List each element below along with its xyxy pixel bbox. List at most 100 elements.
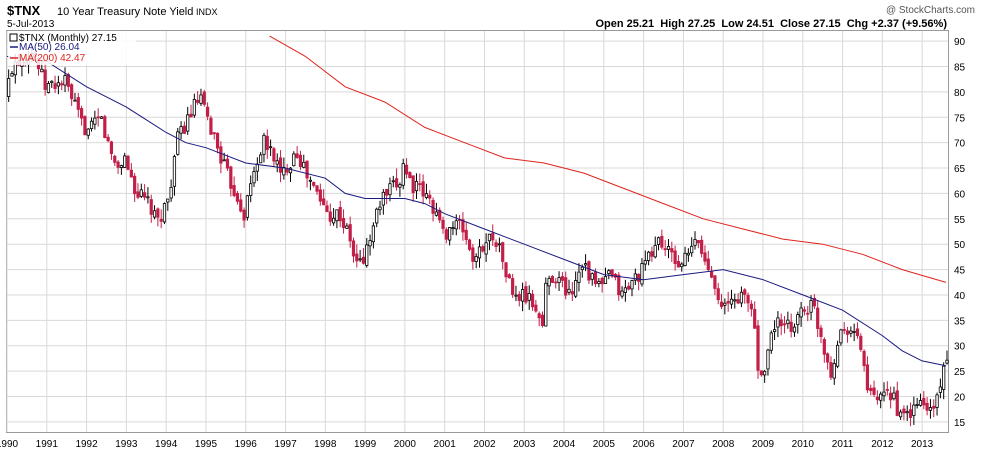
symbol: $TNX <box>7 3 41 18</box>
candle-down <box>779 319 783 327</box>
candle-down <box>736 299 740 304</box>
candle-up <box>192 99 196 116</box>
candle-down <box>845 330 850 335</box>
candle-up <box>245 195 249 218</box>
candle-down <box>202 91 206 105</box>
candle-down <box>136 191 140 198</box>
candle-up <box>892 392 896 400</box>
x-axis: 1990 1991 1992 1993 1994 1995 1996 1997 1998 1999… <box>0 439 934 450</box>
candle-up <box>398 184 402 188</box>
candle-down <box>219 146 223 164</box>
candle-up <box>918 400 923 406</box>
candle-up <box>835 344 840 367</box>
candle-down <box>709 271 714 278</box>
candle-down <box>126 155 130 170</box>
candle-up <box>73 99 77 102</box>
chart-date: 5-Jul-2013 <box>7 19 55 30</box>
candle-down <box>133 175 137 195</box>
candle-up <box>477 246 482 259</box>
candle-up <box>89 120 94 130</box>
candle-down <box>96 116 100 119</box>
candle-down <box>895 390 899 416</box>
x-tick-label: 1995 <box>195 439 218 450</box>
candle-down <box>753 308 757 329</box>
x-tick-label: 2013 <box>911 439 934 450</box>
exchange-tag: INDX <box>196 7 218 17</box>
candle-legend-icon <box>9 33 18 42</box>
candle-down <box>560 276 564 281</box>
candle-up <box>839 329 843 344</box>
candle-down <box>855 328 860 337</box>
candle-up <box>275 160 279 165</box>
candle-up <box>898 411 903 418</box>
y-tick-label: 30 <box>954 342 966 353</box>
candle-up <box>640 263 644 285</box>
candle-down <box>83 116 87 136</box>
candle-down <box>550 276 555 283</box>
candle-down <box>328 211 332 222</box>
candle-up <box>809 300 813 313</box>
candle-down <box>524 286 528 303</box>
y-tick-label: 90 <box>954 37 966 48</box>
candle-up <box>345 225 349 229</box>
candle-down <box>149 199 153 215</box>
legend-background <box>8 31 136 65</box>
candle-down <box>298 154 303 167</box>
x-tick-label: 2010 <box>792 439 815 450</box>
y-tick-label: 15 <box>954 418 966 429</box>
candle-up <box>514 294 518 297</box>
candle-up <box>577 271 581 283</box>
candle-down <box>272 148 276 162</box>
candle-up <box>335 209 339 222</box>
x-tick-label: 1998 <box>314 439 337 450</box>
candle-down <box>315 185 319 192</box>
candle-down <box>507 274 511 279</box>
candle-down <box>109 141 114 154</box>
candle-down <box>235 192 240 202</box>
x-tick-label: 2005 <box>593 439 616 450</box>
candle-down <box>802 309 807 312</box>
candle-up <box>93 117 97 125</box>
candle-up <box>375 208 379 224</box>
candle-down <box>627 285 631 290</box>
candle-up <box>199 94 203 104</box>
candle-up <box>796 314 800 326</box>
candle-up <box>10 73 14 77</box>
candle-down <box>278 157 283 173</box>
candle-down <box>806 312 810 315</box>
candle-up <box>378 206 382 211</box>
candle-up <box>792 326 797 333</box>
legend-ma200: MA(200) 42.47 <box>19 53 86 64</box>
candle-down <box>530 293 535 308</box>
candle-down <box>703 252 707 262</box>
y-tick-label: 55 <box>954 215 966 226</box>
candle-up <box>849 330 853 334</box>
candle-down <box>229 166 233 189</box>
candle-up <box>557 277 561 284</box>
candle-up <box>451 227 455 230</box>
candle-down <box>540 314 545 326</box>
candle-up <box>268 146 273 149</box>
candle-up <box>879 393 883 401</box>
candle-down <box>348 224 352 242</box>
x-tick-label: 2006 <box>632 439 655 450</box>
candle-up <box>646 251 651 261</box>
candle-up <box>690 245 694 254</box>
candle-up <box>583 263 588 266</box>
candle-up <box>680 263 684 268</box>
candle-down <box>494 242 498 247</box>
candle-down <box>922 397 926 406</box>
x-tick-label: 2003 <box>513 439 536 450</box>
candles <box>7 44 949 427</box>
x-tick-label: 1997 <box>274 439 297 450</box>
candle-up <box>288 167 293 174</box>
candle-down <box>404 164 409 175</box>
candle-down <box>408 172 412 178</box>
candle-up <box>942 365 946 390</box>
candle-up <box>729 298 734 305</box>
candle-up <box>186 114 190 132</box>
candle-down <box>113 155 117 163</box>
candle-down <box>106 136 110 142</box>
candle-up <box>915 403 919 406</box>
